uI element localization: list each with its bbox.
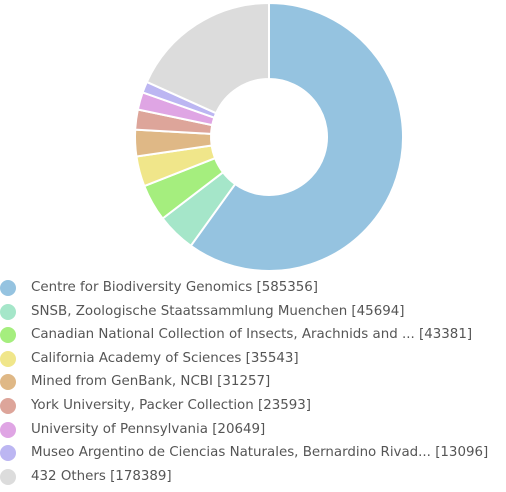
legend-item[interactable]: 432 Others [178389] bbox=[0, 465, 506, 489]
legend-item[interactable]: University of Pennsylvania [20649] bbox=[0, 418, 506, 442]
chart-legend: Centre for Biodiversity Genomics [585356… bbox=[0, 276, 506, 488]
legend-swatch bbox=[0, 374, 16, 391]
legend-item[interactable]: California Academy of Sciences [35543] bbox=[0, 347, 506, 371]
legend-swatch bbox=[0, 327, 16, 344]
legend-swatch bbox=[0, 350, 16, 367]
legend-item[interactable]: SNSB, Zoologische Staatssammlung Muenche… bbox=[0, 300, 506, 324]
donut-chart bbox=[134, 2, 404, 272]
legend-label: SNSB, Zoologische Staatssammlung Muenche… bbox=[31, 303, 405, 319]
legend-swatch bbox=[0, 445, 16, 462]
legend-label: 432 Others [178389] bbox=[31, 468, 172, 484]
legend-item[interactable]: Museo Argentino de Ciencias Naturales, B… bbox=[0, 441, 506, 465]
legend-item[interactable]: York University, Packer Collection [2359… bbox=[0, 394, 506, 418]
legend-item[interactable]: Canadian National Collection of Insects,… bbox=[0, 323, 506, 347]
legend-swatch bbox=[0, 421, 16, 438]
legend-label: Museo Argentino de Ciencias Naturales, B… bbox=[31, 445, 489, 461]
donut-slice-0[interactable] bbox=[189, 2, 404, 272]
legend-item[interactable]: Centre for Biodiversity Genomics [585356… bbox=[0, 276, 506, 300]
legend-swatch bbox=[0, 303, 16, 320]
legend-item[interactable]: Mined from GenBank, NCBI [31257] bbox=[0, 370, 506, 394]
legend-swatch bbox=[0, 280, 16, 296]
legend-swatch bbox=[0, 468, 16, 485]
donut-slice-8[interactable] bbox=[145, 2, 270, 115]
legend-swatch bbox=[0, 397, 16, 414]
legend-label: York University, Packer Collection [2359… bbox=[31, 397, 312, 413]
legend-label: California Academy of Sciences [35543] bbox=[31, 350, 299, 366]
legend-label: Mined from GenBank, NCBI [31257] bbox=[31, 374, 271, 390]
legend-label: University of Pennsylvania [20649] bbox=[31, 421, 266, 437]
legend-label: Centre for Biodiversity Genomics [585356… bbox=[31, 280, 319, 295]
legend-label: Canadian National Collection of Insects,… bbox=[31, 327, 473, 343]
